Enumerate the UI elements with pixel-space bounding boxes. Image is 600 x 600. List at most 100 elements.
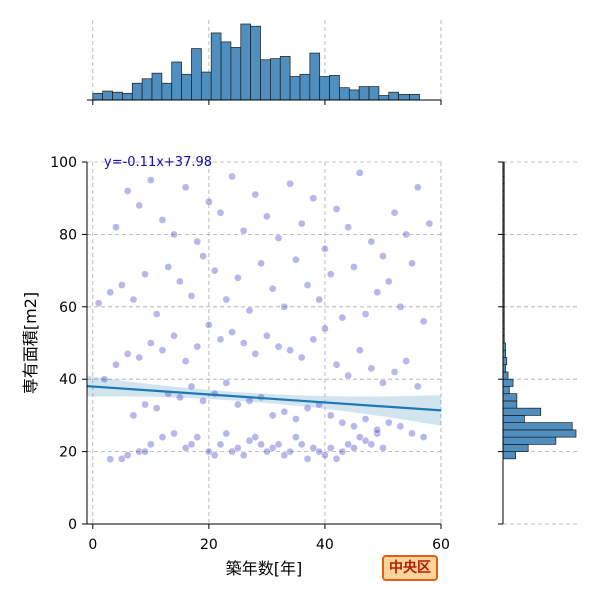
- scatter-point: [344, 440, 352, 449]
- y-hist-bar: [502, 357, 508, 366]
- scatter-point: [135, 201, 144, 210]
- scatter-point: [135, 353, 144, 362]
- scatter-point: [216, 440, 225, 449]
- scatter-point: [286, 346, 294, 355]
- scatter-point: [344, 371, 352, 380]
- scatter-point: [321, 451, 329, 460]
- scatter-point: [187, 440, 196, 449]
- scatter-point: [222, 378, 231, 387]
- scatter-point: [332, 205, 341, 213]
- x-hist-bar: [270, 58, 281, 101]
- x-hist-bar: [398, 94, 411, 101]
- scatter-point: [309, 335, 318, 344]
- regression-line: [86, 385, 442, 412]
- scatter-point: [187, 292, 196, 300]
- x-hist-bar: [368, 86, 380, 101]
- y-tick-label: 20: [59, 445, 77, 461]
- y-hist-bar: [502, 451, 516, 460]
- scatter-point: [286, 179, 294, 188]
- scatter-point: [292, 255, 300, 264]
- scatter-point: [135, 447, 144, 456]
- scatter-point: [239, 226, 248, 235]
- scatter-point: [326, 270, 335, 279]
- y-tick-label: 0: [68, 517, 77, 533]
- scatter-point: [245, 436, 254, 445]
- scatter-point: [367, 364, 376, 373]
- scatter-point: [239, 451, 248, 460]
- scatter-point: [268, 444, 277, 452]
- scatter-point: [222, 429, 231, 438]
- scatter-point: [158, 346, 167, 355]
- scatter-point: [263, 212, 271, 221]
- scatter-point: [234, 273, 242, 282]
- scatter-point: [280, 451, 289, 460]
- scatter-point: [228, 328, 236, 336]
- scatter-point: [396, 302, 405, 311]
- scatter-point: [234, 400, 242, 409]
- scatter-point: [164, 263, 173, 271]
- scatter-point: [170, 230, 178, 239]
- scatter-point: [193, 433, 202, 441]
- scatter-point: [199, 397, 207, 405]
- scatter-point: [176, 277, 184, 286]
- scatter-point: [332, 454, 341, 463]
- scatter-point: [297, 353, 306, 362]
- scatter-point: [292, 433, 300, 441]
- scatter-point: [228, 172, 236, 181]
- x-hist-bar: [131, 82, 143, 101]
- scatter-point: [379, 378, 387, 387]
- scatter-point: [187, 382, 196, 391]
- scatter-point: [146, 339, 155, 347]
- scatter-point: [338, 418, 347, 427]
- scatter-point: [141, 447, 149, 456]
- scatter-point: [268, 411, 277, 420]
- scatter-point: [413, 183, 422, 192]
- y-tick-label: 60: [59, 300, 77, 316]
- scatter-point: [222, 295, 231, 304]
- x-hist-bar: [250, 25, 261, 101]
- scatter-point: [228, 447, 236, 456]
- scatter-point: [367, 237, 376, 246]
- scatter-point: [297, 219, 306, 228]
- scatter-point: [350, 444, 358, 452]
- y-hist-bar: [502, 378, 514, 387]
- scatter-point: [112, 360, 120, 369]
- scatter-point: [158, 216, 167, 224]
- scatter-point: [332, 360, 341, 369]
- scatter-point: [413, 382, 422, 391]
- x-hist-bar: [230, 47, 242, 101]
- scatter-point: [263, 331, 271, 340]
- scatter-point: [152, 404, 161, 413]
- x-hist-bar: [289, 76, 301, 101]
- scatter-point: [117, 454, 126, 463]
- y-hist-bar: [502, 371, 509, 380]
- scatter-point: [425, 219, 434, 228]
- x-tick-label: 60: [432, 537, 450, 553]
- scatter-point: [234, 444, 242, 452]
- x-axis-label: 築年数[年]: [226, 559, 303, 578]
- scatter-point: [390, 208, 399, 217]
- scatter-point: [280, 302, 289, 311]
- y-tick-label: 40: [59, 372, 77, 388]
- scatter-point: [251, 433, 260, 441]
- scatter-point: [251, 350, 260, 358]
- scatter-points: [94, 169, 434, 464]
- scatter-point: [210, 266, 219, 275]
- x-hist-bar: [358, 86, 370, 101]
- y-hist-bar: [502, 422, 573, 431]
- scatter-point: [245, 306, 254, 315]
- scatter-point: [170, 429, 178, 438]
- x-tick-label: 0: [88, 537, 97, 553]
- scatter-point: [355, 169, 364, 177]
- scatter-point: [205, 197, 213, 206]
- x-marginal-histogram: [87, 23, 442, 105]
- scatter-point: [210, 451, 219, 460]
- scatter-point: [315, 447, 323, 456]
- scatter-point: [239, 339, 248, 347]
- x-hist-bar: [181, 73, 192, 101]
- scatter-point: [257, 259, 265, 268]
- x-hist-bar: [339, 87, 350, 101]
- scatter-point: [303, 454, 312, 463]
- scatter-point: [350, 263, 358, 271]
- scatter-point: [384, 277, 393, 286]
